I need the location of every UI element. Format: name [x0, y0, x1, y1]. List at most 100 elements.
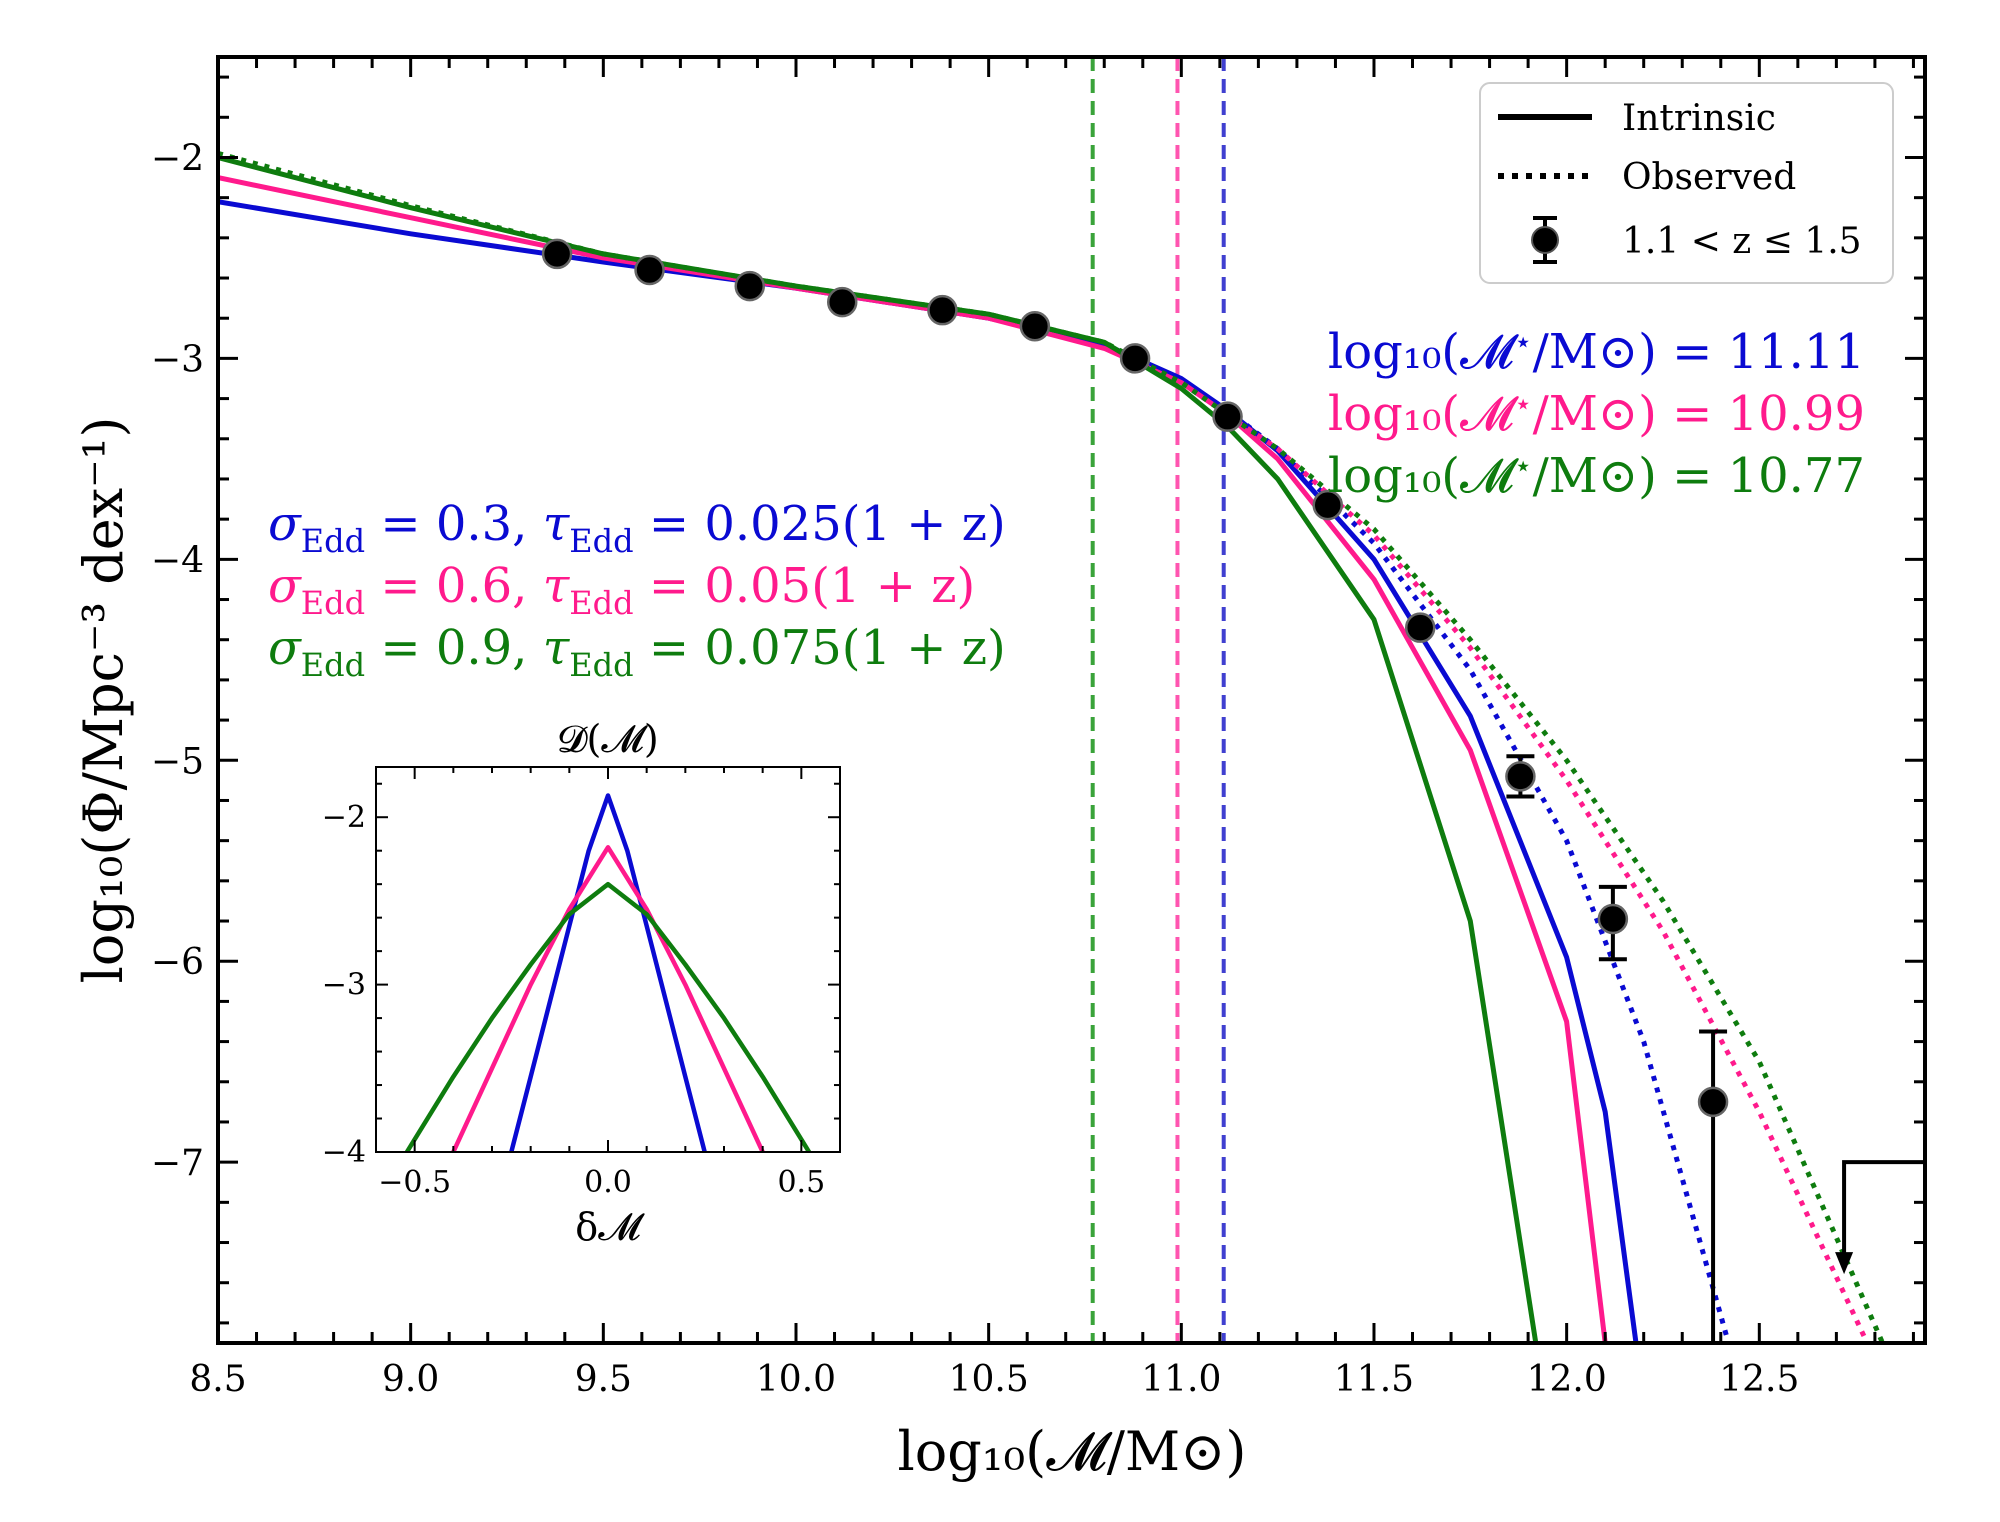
- sigma-value-green: 0.9: [436, 620, 512, 676]
- tau-symbol: τ: [543, 620, 571, 676]
- x-axis-label: log₁₀(𝓜/M⊙): [898, 1420, 1247, 1483]
- inset-x-tick-label: −0.5: [378, 1165, 451, 1200]
- edd-label-blue: σEdd = 0.3, τEdd = 0.025(1 + z): [268, 496, 1006, 560]
- data-point: [826, 286, 858, 318]
- data-point: [1697, 1086, 1729, 1118]
- edd-subscript: Edd: [569, 522, 633, 560]
- edd-subscript: Edd: [569, 646, 633, 684]
- legend: Intrinsic Observed 1.1 < z ≤ 1.5: [1479, 82, 1894, 284]
- edd-subscript: Edd: [301, 646, 365, 684]
- inset-series-line-0: [509, 793, 707, 1152]
- mstar-label-green: log₁₀(𝓜⋆/M⊙) = 10.77: [1328, 448, 1865, 504]
- tau-symbol: τ: [543, 496, 571, 552]
- mstar-green-sup: ⋆: [1514, 449, 1533, 484]
- x-tick-label: 8.5: [189, 1359, 246, 1400]
- data-point: [1119, 343, 1151, 374]
- data-points: [541, 238, 1729, 1343]
- tau-symbol: τ: [543, 558, 571, 614]
- inset-x-tick-label: 0.0: [584, 1165, 632, 1200]
- upper-limit-arrowhead: [1835, 1252, 1854, 1275]
- edd-subscript: Edd: [569, 584, 633, 622]
- edd-subscript: Edd: [301, 522, 365, 560]
- mstar-pink-suffix: /M⊙) = 10.99: [1533, 386, 1865, 442]
- y-tick-label: −2: [151, 138, 204, 179]
- equals-sign: =: [634, 496, 705, 552]
- x-tick-label: 10.0: [756, 1359, 836, 1400]
- equals-sign: =: [365, 620, 436, 676]
- equals-sign: =: [634, 558, 705, 614]
- tau-value-blue: 0.025(1 + z): [704, 496, 1005, 552]
- inset-series-line-1: [451, 845, 765, 1152]
- legend-box: [1479, 82, 1894, 284]
- data-point: [927, 294, 958, 326]
- separator: ,: [512, 496, 543, 552]
- x-tick-label: 10.5: [949, 1359, 1029, 1400]
- sigma-symbol: σ: [268, 620, 302, 676]
- main-plot-frame: [216, 55, 1927, 1345]
- x-tick-label: 11.5: [1334, 1359, 1414, 1400]
- inset-series-line-2: [404, 881, 812, 1152]
- data-point: [1212, 401, 1243, 432]
- sigma-symbol: σ: [268, 558, 302, 614]
- legend-marker: [1531, 226, 1559, 254]
- data-point: [634, 254, 665, 286]
- y-tick-label: −4: [151, 540, 204, 581]
- x-tick-label: 11.0: [1141, 1359, 1221, 1400]
- upper-limit-line: [1842, 1160, 1925, 1263]
- mstar-blue-sup: ⋆: [1514, 325, 1533, 360]
- mstar-pink-prefix: log₁₀(𝓜: [1328, 386, 1519, 442]
- legend-data-label: 1.1 < z ≤ 1.5: [1622, 221, 1862, 262]
- inset-y-tick-label: −2: [322, 800, 366, 835]
- data-point: [541, 238, 573, 270]
- mstar-annotations: log₁₀(𝓜⋆/M⊙) = 11.11 log₁₀(𝓜⋆/M⊙) = 10.9…: [1328, 324, 1865, 504]
- y-tick-label: −3: [151, 339, 204, 380]
- inset-y-tick-label: −4: [322, 1135, 366, 1170]
- edd-label-green: σEdd = 0.9, τEdd = 0.075(1 + z): [268, 620, 1006, 684]
- mstar-green-prefix: log₁₀(𝓜: [1328, 448, 1519, 504]
- x-tick-label: 12.5: [1719, 1359, 1799, 1400]
- edd-label-pink: σEdd = 0.6, τEdd = 0.05(1 + z): [268, 558, 975, 622]
- data-point: [734, 270, 766, 302]
- tau-value-green: 0.075(1 + z): [704, 620, 1005, 676]
- series-line-1-dotted: [1226, 408, 1731, 1343]
- series-line-3-dotted: [1226, 412, 1870, 1343]
- inset-curves: [404, 793, 812, 1152]
- mstar-label-pink: log₁₀(𝓜⋆/M⊙) = 10.99: [1328, 386, 1865, 442]
- mstar-label-blue: log₁₀(𝓜⋆/M⊙) = 11.11: [1328, 324, 1865, 380]
- equals-sign: =: [634, 620, 705, 676]
- main-plot: 8.5 9.0 9.5 10.0 10.5 11.0 11.5 12.0 12.5−2−3−4−…: [72, 55, 1927, 1483]
- data-point: [1312, 489, 1343, 521]
- y-tick-label: −5: [151, 741, 204, 782]
- sigma-symbol: σ: [268, 496, 302, 552]
- legend-intrinsic-label: Intrinsic: [1622, 98, 1776, 139]
- y-axis-label: log₁₀(Φ/Mpc⁻³ dex⁻¹): [72, 417, 135, 984]
- inset-x-label: δ𝓜: [575, 1205, 645, 1249]
- equals-sign: =: [365, 558, 436, 614]
- sigma-value-blue: 0.3: [436, 496, 512, 552]
- x-tick-label: 12.0: [1527, 1359, 1607, 1400]
- mstar-green-suffix: /M⊙) = 10.77: [1533, 448, 1865, 504]
- data-point: [1019, 311, 1051, 342]
- y-tick-label: −7: [151, 1143, 204, 1184]
- inset-ticks: −0.5 0.0 0.5 −2 −3 −4: [322, 767, 841, 1200]
- mstar-blue-suffix: /M⊙) = 11.11: [1533, 324, 1865, 380]
- legend-observed-label: Observed: [1622, 157, 1796, 198]
- mstar-pink-sup: ⋆: [1514, 387, 1533, 422]
- series-line-2-solid: [218, 175, 1608, 1343]
- data-point: [1404, 612, 1436, 643]
- edd-subscript: Edd: [301, 584, 365, 622]
- upper-limit-arrow: [1835, 1160, 1925, 1275]
- y-tick-label: −6: [151, 942, 204, 983]
- inset-title: 𝓓(𝓜): [557, 717, 658, 761]
- x-tick-label: 9.0: [382, 1359, 439, 1400]
- sigma-value-pink: 0.6: [436, 558, 512, 614]
- separator: ,: [512, 558, 543, 614]
- edd-annotations: σEdd = 0.3, τEdd = 0.025(1 + z) σEdd = 0…: [268, 496, 1006, 684]
- x-tick-label: 9.5: [575, 1359, 632, 1400]
- data-point: [1505, 761, 1536, 792]
- inset-y-tick-label: −3: [322, 968, 366, 1003]
- inset-background: [376, 767, 840, 1152]
- mstar-blue-prefix: log₁₀(𝓜: [1328, 324, 1519, 380]
- tau-value-pink: 0.05(1 + z): [704, 558, 975, 614]
